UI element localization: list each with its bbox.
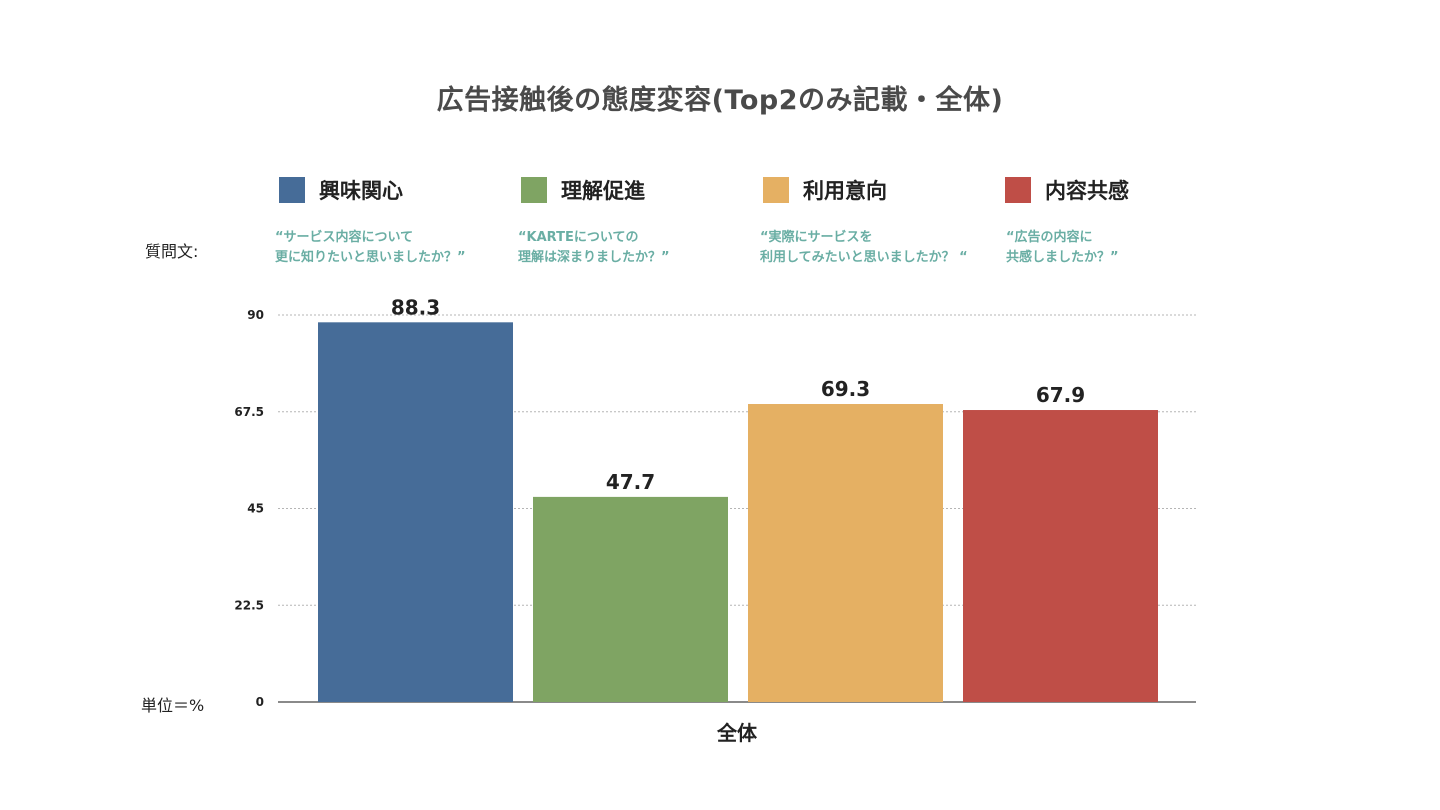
- legend-label-understanding: 理解促進: [561, 179, 645, 203]
- question-text-intent: “実際にサービスを 利用してみたいと思いましたか？ “: [760, 230, 968, 265]
- question-text-understanding: “KARTEについての 理解は深まりましたか？”: [518, 230, 670, 265]
- y-tick-label: 0: [256, 695, 264, 709]
- y-tick-label: 67.5: [234, 405, 264, 419]
- legend-item-understanding: 理解促進: [521, 176, 645, 204]
- question-label: 質問文:: [145, 242, 199, 261]
- x-category-label: 全体: [716, 721, 758, 745]
- y-tick-label: 45: [247, 502, 264, 516]
- bar: [533, 496, 728, 702]
- legend-label-intent: 利用意向: [803, 179, 887, 203]
- legend-swatch-empathy: [1005, 177, 1031, 203]
- data-label: 88.3: [391, 295, 440, 319]
- data-label: 67.9: [1036, 383, 1085, 407]
- legend-item-interest: 興味関心: [279, 176, 403, 204]
- legend-item-empathy: 内容共感: [1005, 176, 1129, 204]
- unit-label: 単位＝%: [141, 696, 205, 715]
- legend-swatch-intent: [763, 177, 789, 203]
- chart-title: 広告接触後の態度変容(Top2のみ記載・全体): [436, 85, 1004, 116]
- legend-label-empathy: 内容共感: [1045, 179, 1129, 203]
- legend-item-intent: 利用意向: [763, 176, 887, 204]
- legend-swatch-interest: [279, 177, 305, 203]
- data-label: 69.3: [821, 377, 870, 401]
- bar: [748, 404, 943, 702]
- question-text-interest: “サービス内容について 更に知りたいと思いましたか？”: [275, 230, 466, 265]
- bar: [318, 322, 513, 702]
- y-tick-label: 22.5: [234, 598, 264, 612]
- data-label: 47.7: [606, 470, 655, 494]
- y-tick-label: 90: [247, 308, 264, 322]
- legend-swatch-understanding: [521, 177, 547, 203]
- question-text-empathy: “広告の内容に 共感しましたか？”: [1006, 230, 1119, 265]
- bar: [963, 410, 1158, 702]
- legend-label-interest: 興味関心: [319, 179, 403, 203]
